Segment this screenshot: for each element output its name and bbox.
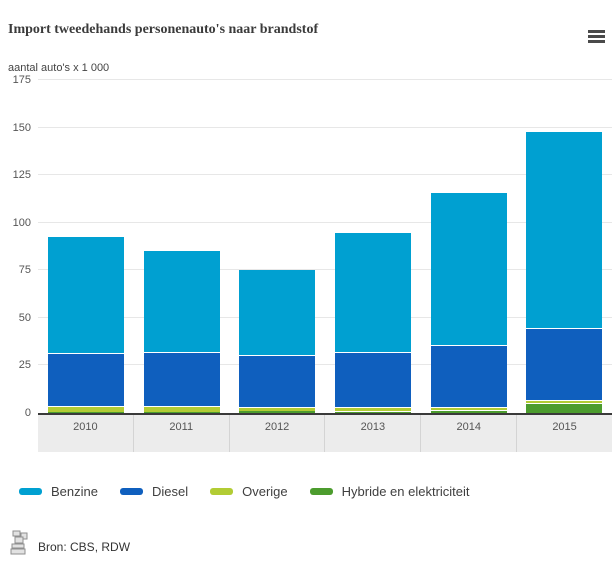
bar-segment-hybride-en-elektriciteit-2015[interactable] [526,402,603,413]
legend-label: Overige [242,484,288,499]
cbs-logo-icon [10,530,28,555]
bar-segment-benzine-2012[interactable] [239,270,316,355]
x-axis-label-2011: 2011 [132,415,229,452]
bar-segment-hybride-en-elektriciteit-2014[interactable] [430,409,507,413]
y-axis-tick-label-150: 150 [12,121,31,134]
bar-segment-benzine-2010[interactable] [47,237,124,354]
bar-segment-hybride-en-elektriciteit-2012[interactable] [239,411,316,413]
bar-2014 [430,193,507,413]
gridline-175 [38,79,612,80]
chart-legend: Benzine Diesel Overige Hybride en elektrici… [19,484,470,499]
bar-segment-overige-2012[interactable] [239,407,316,412]
bar-segment-diesel-2013[interactable] [334,352,411,408]
bar-2015 [526,132,603,413]
gridline-25 [38,364,612,366]
legend-label: Hybride en elektriciteit [341,484,470,499]
bar-segment-overige-2013[interactable] [334,407,411,411]
chart-title: Import tweedehands personenauto's naar b… [8,22,319,37]
bar-2011 [143,251,220,413]
x-axis-label-2015: 2015 [516,415,612,452]
y-axis-tick-label-50: 50 [18,311,31,324]
bar-segment-overige-2011[interactable] [143,406,220,412]
bar-segment-overige-2010[interactable] [47,405,124,413]
bar-segment-diesel-2015[interactable] [526,328,603,400]
x-axis-label-2012: 2012 [228,415,325,452]
bar-2013 [334,233,411,413]
x-axis-label-2013: 2013 [324,415,420,452]
source-label: Bron: CBS, RDW [38,540,131,554]
stacked-bar-chart: 0 25 50 75 100 125 150 175 2010 2011 2012 2013 2014… [0,74,616,452]
x-axis-line [38,413,612,415]
bar-segment-benzine-2015[interactable] [526,132,603,329]
hamburger-menu-icon[interactable] [588,30,605,43]
source-row: Bron: CBS, RDW [10,530,130,556]
legend-swatch [119,488,143,495]
y-axis-tick-label-125: 125 [12,169,31,182]
x-axis-label-2014: 2014 [420,415,516,452]
gridline-75 [38,269,612,271]
bar-2010 [47,237,124,413]
legend-item-overige[interactable]: Overige [210,484,288,499]
bar-2012 [239,270,316,413]
legend-swatch [210,488,234,495]
y-axis-tick-label-75: 75 [18,264,31,277]
gridline-125 [38,174,612,176]
y-axis-tick-label-0: 0 [24,407,31,419]
legend-item-diesel[interactable]: Diesel [119,484,189,499]
bar-segment-hybride-en-elektriciteit-2011[interactable] [143,411,220,413]
bar-segment-benzine-2014[interactable] [430,193,507,346]
bar-segment-hybride-en-elektriciteit-2010[interactable] [47,412,124,413]
bar-segment-diesel-2014[interactable] [430,345,507,408]
bar-segment-diesel-2012[interactable] [239,354,316,408]
legend-label: Diesel [151,484,189,499]
x-axis-band: 2010 2011 2012 2013 2014 2015 [38,415,612,452]
y-axis-tick-label-25: 25 [18,359,31,372]
x-axis-label-2010: 2010 [73,421,98,433]
gridline-100 [38,221,612,223]
legend-item-benzine[interactable]: Benzine [19,484,98,499]
chart-header: Import tweedehands personenauto's naar b… [8,22,608,52]
bar-segment-diesel-2010[interactable] [47,353,124,406]
bar-segment-benzine-2011[interactable] [143,251,220,352]
gridline-50 [38,316,612,318]
y-axis-unit-label: aantal auto's x 1 000 [8,62,110,74]
legend-swatch [19,488,42,495]
legend-label: Benzine [51,484,98,499]
bar-segment-benzine-2013[interactable] [334,233,411,353]
bar-segment-diesel-2011[interactable] [143,351,220,407]
y-axis-tick-label-100: 100 [12,216,31,229]
y-axis-tick-label-175: 175 [12,74,31,86]
gridline-150 [38,126,612,128]
legend-item-hybride-en-elektriciteit[interactable]: Hybride en elektriciteit [309,484,470,499]
plot-area: 0 25 50 75 100 125 150 175 [13,74,612,419]
bar-segment-overige-2014[interactable] [430,407,507,410]
bar-segment-hybride-en-elektriciteit-2013[interactable] [334,410,411,413]
bar-segment-overige-2015[interactable] [526,399,603,403]
legend-swatch [309,488,333,495]
